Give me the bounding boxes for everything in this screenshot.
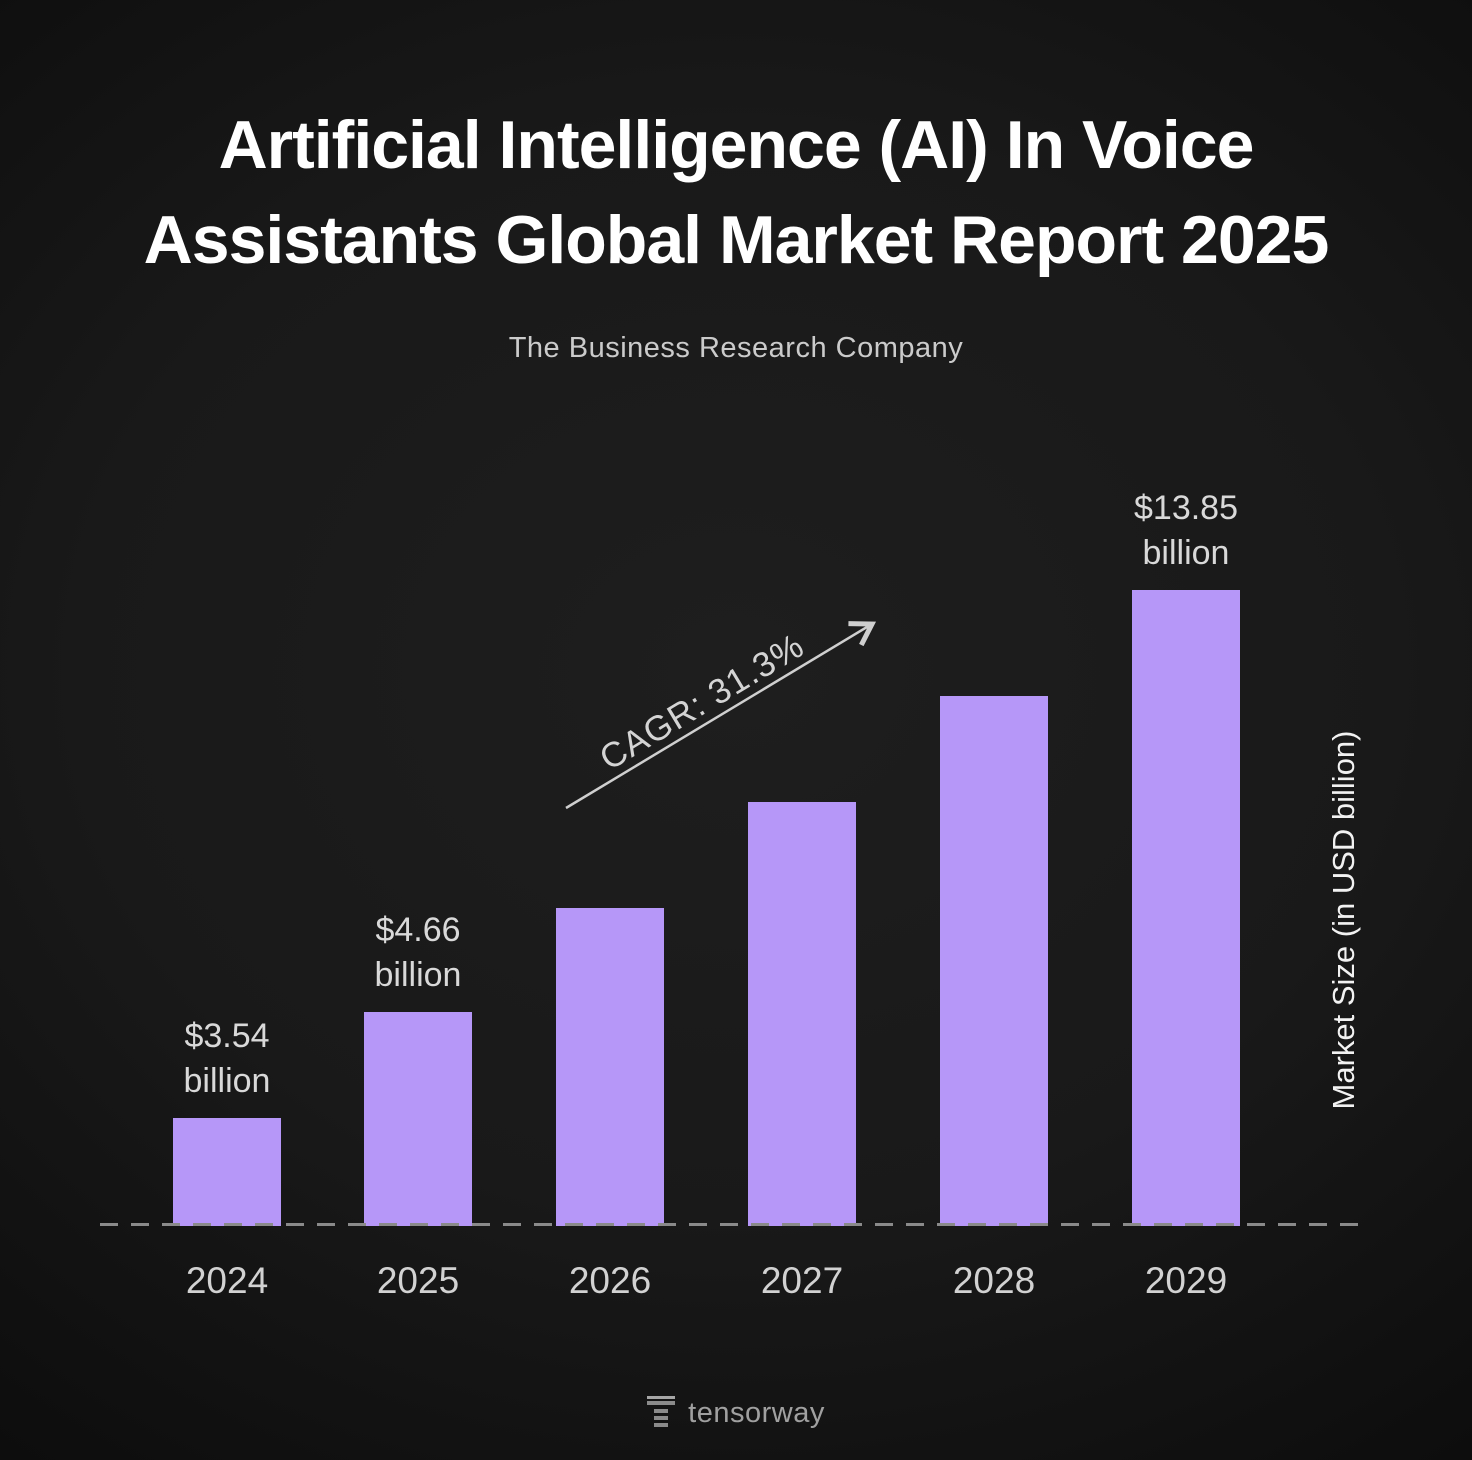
axis-tick-2024: 2024 (185, 1260, 269, 1301)
bar-2029 (1132, 590, 1240, 1226)
brand-footer: tensorway (0, 1396, 1472, 1430)
brand-name: tensorway (688, 1396, 825, 1429)
bar-2026 (556, 908, 664, 1226)
cagr-arrow (565, 621, 877, 810)
bar-slot-2026: 2026 (556, 908, 664, 1301)
bar-value-label: $3.54 billion (183, 1017, 271, 1101)
cagr-label: CAGR: 31.3% (593, 626, 811, 778)
y-axis-label: Market Size (in USD billion) (1326, 730, 1361, 1110)
bar-slot-2027: 2027 (748, 802, 856, 1301)
axis-tick-2026: 2026 (568, 1260, 652, 1301)
bar-slot-2029: $13.85 billion 2029 (1132, 489, 1240, 1301)
page-subtitle: The Business Research Company (508, 332, 964, 364)
bar-2027 (748, 802, 856, 1226)
bar-value-label: $13.85 billion (1134, 489, 1238, 573)
axis-tick-2027: 2027 (760, 1260, 844, 1301)
axis-tick-2028: 2028 (952, 1260, 1036, 1301)
bar-slot-2025: $4.66 billion 2025 (364, 911, 472, 1301)
page-title: Artificial Intelligence (AI) In Voice As… (143, 107, 1330, 279)
axis-tick-2025: 2025 (376, 1260, 460, 1301)
bar-2025 (364, 1012, 472, 1226)
bar-2024 (173, 1118, 281, 1226)
bar-slot-2024: $3.54 billion 2024 (173, 1017, 281, 1301)
baseline-dashed-axis (100, 1223, 1368, 1226)
axis-tick-2029: 2029 (1144, 1260, 1228, 1301)
bar-slot-2028: 2028 (940, 696, 1048, 1301)
bar-2028 (940, 696, 1048, 1226)
bar-chart: $3.54 billion 2024 $4.66 billion 2025 20… (100, 460, 1372, 1301)
tensorway-logo-icon (647, 1396, 676, 1430)
bar-value-label: $4.66 billion (374, 911, 462, 995)
